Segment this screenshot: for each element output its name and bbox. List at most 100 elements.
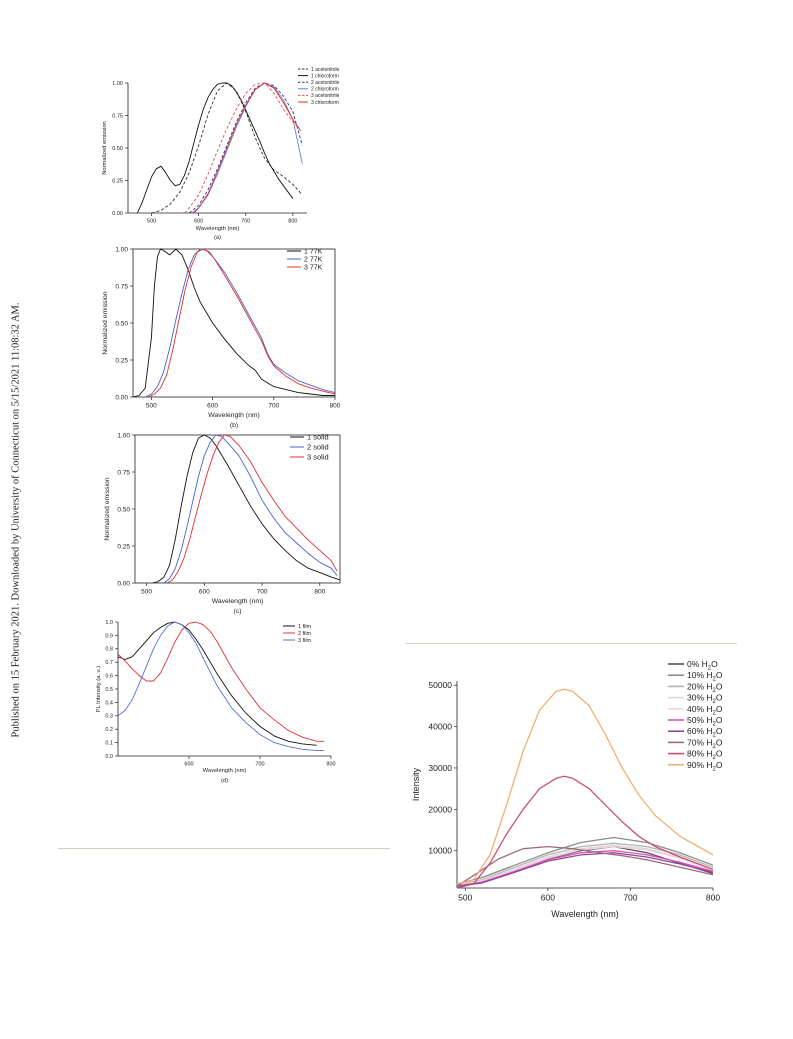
series-line-3 bbox=[191, 82, 303, 213]
y-tick-label: 0.9 bbox=[105, 633, 113, 639]
legend-label: 20% H2O bbox=[687, 681, 723, 694]
y-tick-label: 50000 bbox=[428, 680, 452, 690]
y-tick-label: 0.0 bbox=[105, 754, 113, 760]
panel-caption: (b) bbox=[230, 422, 238, 429]
legend-label: 3 solid bbox=[307, 453, 329, 462]
y-tick-label: 0.25 bbox=[117, 543, 130, 550]
x-axis-label: Wavelength (nm) bbox=[212, 598, 264, 605]
x-axis-label: Wavelength (nm) bbox=[196, 226, 240, 232]
x-tick-label: 600 bbox=[207, 403, 218, 410]
legend-label: 1 77K bbox=[304, 248, 323, 255]
series-line-2 bbox=[166, 434, 338, 583]
y-tick-label: 0.4 bbox=[105, 700, 113, 706]
series-line-2 bbox=[118, 621, 324, 752]
y-axis-label: Normalized emission bbox=[104, 477, 111, 540]
divider-left bbox=[58, 848, 390, 849]
legend-label: 3 chloroform bbox=[311, 100, 339, 106]
series-line-4 bbox=[184, 82, 303, 213]
y-tick-label: 0.7 bbox=[105, 660, 113, 666]
legend-label: 1 film bbox=[298, 624, 312, 630]
y-tick-label: 20000 bbox=[428, 804, 452, 814]
panel-caption: (d) bbox=[221, 778, 228, 784]
legend-label: 3 film bbox=[298, 638, 312, 644]
x-tick-label: 700 bbox=[623, 893, 637, 903]
y-tick-label: 0.00 bbox=[117, 580, 130, 587]
chart-2: 0.00 0.25 0.50 0.75 1.00 500 600 700 800 Waveleng… bbox=[104, 432, 341, 615]
x-tick-label: 800 bbox=[314, 589, 325, 596]
y-tick-label: 0.50 bbox=[115, 320, 128, 327]
legend-label: 0% H2O bbox=[687, 659, 718, 672]
y-tick-label: 40000 bbox=[428, 722, 452, 732]
legend-label: 30% H2O bbox=[687, 693, 723, 706]
panel-caption: (c) bbox=[234, 608, 242, 615]
x-tick-label: 600 bbox=[199, 589, 210, 596]
y-tick-label: 30000 bbox=[428, 763, 452, 773]
x-axis-label: Wavelength (nm) bbox=[203, 768, 247, 774]
x-tick-label: 600 bbox=[541, 893, 555, 903]
legend-label: 1 chloroform bbox=[311, 73, 339, 79]
series-line-3 bbox=[457, 844, 713, 886]
legend-label: 3 acetonitrile bbox=[311, 93, 340, 99]
x-tick-label: 500 bbox=[147, 219, 156, 225]
series-line-7 bbox=[457, 845, 713, 887]
y-tick-label: 0.25 bbox=[112, 178, 123, 184]
series-line-1 bbox=[163, 434, 338, 583]
panel-caption: (a) bbox=[214, 235, 221, 241]
divider-right bbox=[405, 643, 737, 644]
y-tick-label: 0.8 bbox=[105, 647, 113, 653]
legend-label: 2 solid bbox=[307, 443, 329, 452]
series-line-0 bbox=[133, 248, 335, 397]
y-tick-label: 1.0 bbox=[105, 620, 113, 626]
y-tick-label: 0.00 bbox=[115, 394, 128, 401]
series-line-5 bbox=[193, 82, 301, 213]
legend-label: 2 film bbox=[298, 631, 312, 637]
legend-label: 2 chloroform bbox=[311, 87, 339, 93]
legend-label: 80% H2O bbox=[687, 749, 723, 762]
y-tick-label: 0.00 bbox=[112, 211, 123, 217]
series-line-6 bbox=[457, 852, 713, 887]
chart-4: 10000 20000 30000 40000 50000 500 600 700 800 Wav… bbox=[411, 659, 723, 919]
x-axis-label: Wavelength (nm) bbox=[208, 412, 260, 419]
y-tick-label: 1.00 bbox=[117, 432, 130, 439]
series-line-1 bbox=[457, 836, 713, 885]
y-axis-label: PL Intensity (a. u.) bbox=[96, 666, 102, 713]
x-tick-label: 800 bbox=[326, 762, 335, 768]
series-line-2 bbox=[188, 82, 303, 213]
series-line-8 bbox=[457, 775, 713, 888]
legend-label: 50% H2O bbox=[687, 715, 723, 728]
y-tick-label: 0.50 bbox=[117, 506, 130, 513]
y-tick-label: 0.6 bbox=[105, 674, 113, 680]
y-tick-label: 0.3 bbox=[105, 714, 113, 720]
x-tick-label: 800 bbox=[706, 893, 720, 903]
legend-label: 2 77K bbox=[304, 256, 323, 263]
x-tick-label: 600 bbox=[194, 219, 203, 225]
legend-label: 60% H2O bbox=[687, 726, 723, 739]
series-line-0 bbox=[152, 434, 340, 583]
legend-label: 70% H2O bbox=[687, 737, 723, 750]
x-tick-label: 500 bbox=[141, 589, 152, 596]
y-tick-label: 0.25 bbox=[115, 357, 128, 364]
y-tick-label: 0.2 bbox=[105, 727, 113, 733]
y-tick-label: 0.5 bbox=[105, 687, 113, 693]
x-tick-label: 800 bbox=[288, 219, 297, 225]
series-line-5 bbox=[457, 850, 713, 887]
series-line-1 bbox=[118, 621, 324, 742]
legend-label: 1 solid bbox=[307, 433, 329, 442]
y-tick-label: 0.75 bbox=[115, 283, 128, 290]
y-axis-label: Intensity bbox=[411, 767, 421, 801]
chart-1: 0.00 0.25 0.50 0.75 1.00 500 600 700 800 Waveleng… bbox=[102, 246, 341, 429]
series-line-9 bbox=[457, 688, 713, 885]
series-line-0 bbox=[118, 621, 317, 746]
chart-3: 0.0 0.1 0.2 0.3 0.4 0.5 0.6 0.7 0.8 0.9 1.0 600 700 8… bbox=[96, 620, 336, 784]
y-tick-label: 0.1 bbox=[105, 741, 113, 747]
x-tick-label: 700 bbox=[255, 762, 264, 768]
legend-label: 3 77K bbox=[304, 264, 323, 271]
chart-0: 0.00 0.25 0.50 0.75 1.00 500 600 700 800 Waveleng… bbox=[102, 67, 340, 241]
legend-label: 1 acetonitrile bbox=[311, 67, 340, 73]
x-axis-label: Wavelength (nm) bbox=[551, 909, 619, 919]
series-line-1 bbox=[136, 82, 294, 213]
legend-label: 90% H2O bbox=[687, 760, 723, 773]
legend-label: 40% H2O bbox=[687, 704, 723, 717]
series-line-2 bbox=[148, 248, 335, 397]
